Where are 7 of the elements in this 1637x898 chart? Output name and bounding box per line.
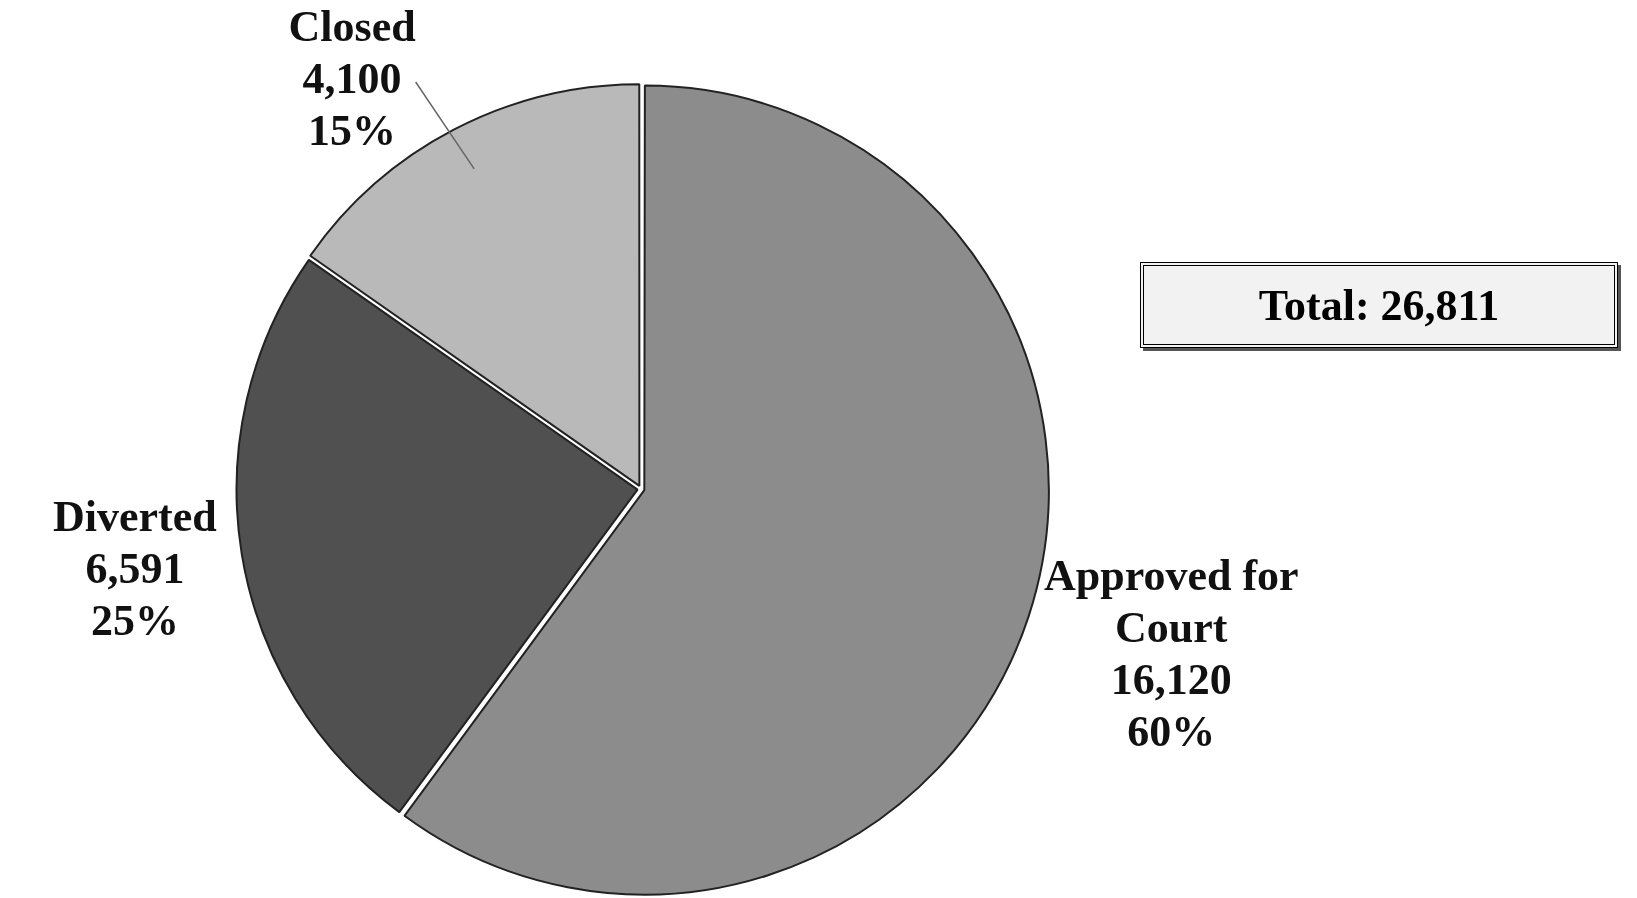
data-label: 6,591 25%	[85, 543, 185, 645]
slice-label: Diverted	[53, 491, 217, 541]
slice-label: Closed	[288, 2, 416, 52]
text: Total: 26,811	[1140, 262, 1618, 348]
slice-label: Approved for Court	[1043, 550, 1299, 652]
data-label: 4,100 15%	[302, 54, 402, 156]
data-label: 16,120 60%	[1110, 654, 1232, 756]
